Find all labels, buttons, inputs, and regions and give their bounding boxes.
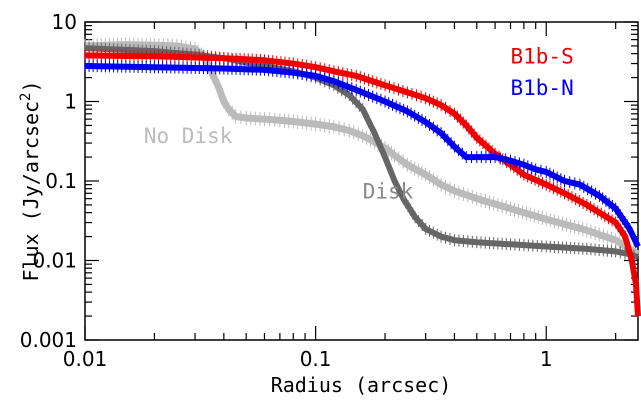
y-tick-label: 0.1 xyxy=(45,169,77,193)
x-tick-label: 0.1 xyxy=(300,347,332,371)
y-axis-title-sup: 2 xyxy=(18,92,34,100)
y-tick-label: 10 xyxy=(52,10,77,34)
series-layer xyxy=(84,37,641,318)
y-axis-title: Flux (Jy/arcsec2) xyxy=(18,80,43,281)
series-label: No Disk xyxy=(144,124,233,148)
x-axis-title: Radius (arcsec) xyxy=(271,373,452,397)
series-band xyxy=(84,63,641,248)
series-annotations: B1b-S B1b-N No Disk Disk xyxy=(144,45,574,204)
series-b1b-s xyxy=(84,49,641,318)
series-label: Disk xyxy=(363,180,414,204)
x-tick-label: 1 xyxy=(540,347,553,371)
y-tick-label: 0.001 xyxy=(20,328,77,352)
series-b1b-n xyxy=(84,59,641,249)
y-axis-title-end: ) xyxy=(19,80,43,92)
series-label: B1b-N xyxy=(511,76,574,100)
axis-ticks xyxy=(84,21,638,341)
y-tick-label: 0.01 xyxy=(32,249,77,273)
y-tick-label: 1 xyxy=(64,90,77,114)
x-tick-label: 0.01 xyxy=(63,347,108,371)
y-axis-title-base: Flux (Jy/arcsec xyxy=(19,101,43,282)
series-label: B1b-S xyxy=(511,45,574,69)
